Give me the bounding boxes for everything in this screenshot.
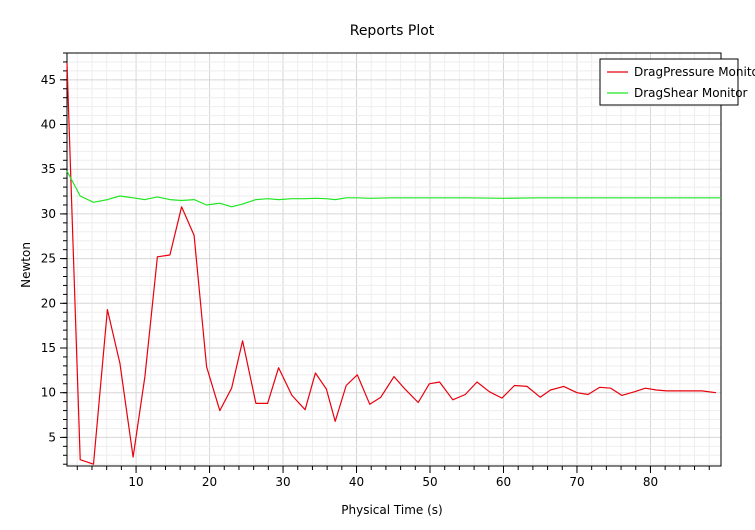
legend: DragPressure Monitor DragShear Monitor xyxy=(599,58,755,106)
x-tick-label: 20 xyxy=(202,475,217,489)
y-tick-label: 10 xyxy=(41,386,56,400)
x-tick-label: 40 xyxy=(349,475,364,489)
y-tick-label: 20 xyxy=(41,296,56,310)
series-line-dragshear-monitor xyxy=(66,170,721,208)
x-axis-title: Physical Time (s) xyxy=(341,503,442,517)
legend-label-dragshear: DragShear Monitor xyxy=(634,86,748,100)
grid-lines xyxy=(67,52,721,466)
series-layer xyxy=(66,62,721,465)
y-tick-label: 40 xyxy=(41,118,56,132)
x-tick-label: 10 xyxy=(128,475,143,489)
x-tick-label: 70 xyxy=(569,475,584,489)
y-tick-label: 25 xyxy=(41,252,56,266)
x-tick-label: 60 xyxy=(496,475,511,489)
y-tick-label: 35 xyxy=(41,162,56,176)
y-tick-label: 5 xyxy=(48,430,56,444)
x-tick-label: 30 xyxy=(275,475,290,489)
x-tick-label: 50 xyxy=(422,475,437,489)
plot-frame xyxy=(66,52,722,467)
chart-title: Reports Plot xyxy=(350,23,435,39)
y-tick-label: 30 xyxy=(41,207,56,221)
y-axis-title: Newton xyxy=(19,242,33,288)
axis-ticks: 10 20 30 40 50 60 70 80 5 10 15 20 25 30 35 40 45 xyxy=(41,52,710,489)
x-tick-label: 80 xyxy=(643,475,658,489)
y-tick-label: 45 xyxy=(41,73,56,87)
series-line-dragpressure-monitor xyxy=(66,62,716,465)
legend-label-dragpressure: DragPressure Monitor xyxy=(634,65,755,79)
legend-box xyxy=(599,58,739,106)
y-tick-label: 15 xyxy=(41,341,56,355)
